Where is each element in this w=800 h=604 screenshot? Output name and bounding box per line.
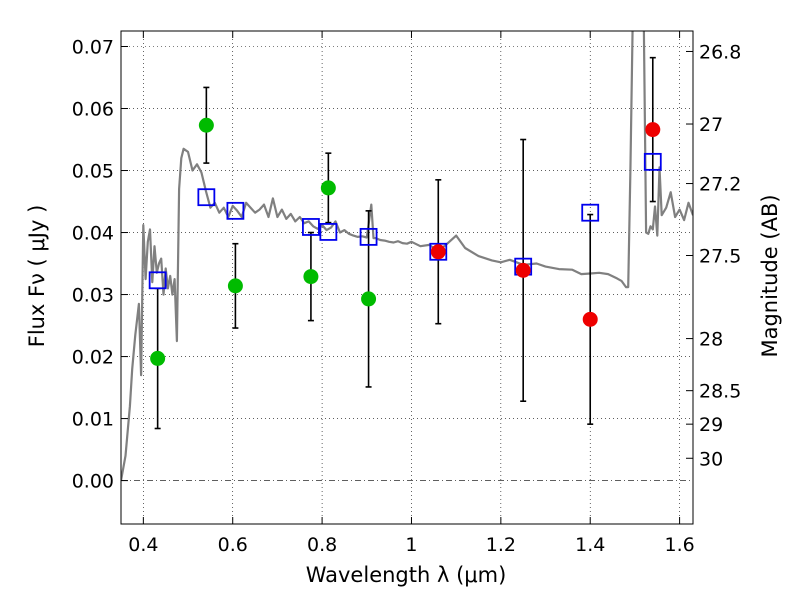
y-tick-label: 0.02 — [72, 347, 114, 369]
mag-tick-label: 28.5 — [699, 381, 741, 403]
model-flux-square — [319, 223, 338, 241]
model-flux-square — [148, 271, 167, 290]
y-tick-label: 0.00 — [72, 471, 114, 493]
y-axis-label: Flux Fν ( μJy ) — [25, 205, 49, 348]
green-data-point — [198, 117, 214, 133]
x-tick-label: 1.2 — [486, 534, 516, 556]
red-data-point — [430, 244, 446, 260]
x-tick-label: 0.8 — [307, 534, 337, 556]
red-data-point — [582, 311, 598, 327]
green-data-point — [361, 291, 377, 307]
x-tick-label: 0.4 — [128, 534, 158, 556]
plot-frame — [120, 30, 694, 525]
model-spectrum-line — [121, 31, 693, 481]
mag-tick-label: 27 — [699, 114, 723, 136]
plot-area — [121, 31, 693, 481]
y-tick-label: 0.06 — [72, 99, 114, 121]
grid-lines — [121, 31, 693, 524]
x-axis-label: Wavelength λ (μm) — [306, 563, 507, 587]
mag-tick-label: 28 — [699, 329, 723, 351]
y-tick-label: 0.03 — [72, 285, 114, 307]
x-tick-label: 1 — [405, 534, 417, 556]
x-tick-label: 0.6 — [218, 534, 248, 556]
mag-tick-label: 27.5 — [699, 245, 741, 267]
green-data-point — [150, 350, 166, 366]
model-flux-square — [302, 218, 320, 236]
x-tick-label: 1.4 — [575, 534, 605, 556]
model-flux-square — [359, 227, 378, 246]
mag-tick-label: 29 — [699, 414, 723, 436]
model-flux-square — [643, 152, 662, 171]
y-tick-label: 0.01 — [72, 409, 114, 431]
axis-ticks: 0.4 0.6 0.8 1 1.2 1.4 1.6 0.00 0.01 0.02 0.03 0.04 0… — [72, 31, 741, 556]
model-flux-square — [226, 201, 245, 220]
x-tick-label: 1.6 — [664, 534, 694, 556]
red-data-point — [515, 262, 531, 278]
green-data-point — [320, 180, 336, 196]
green-data-point — [227, 278, 243, 294]
y-tick-label: 0.07 — [72, 37, 114, 59]
model-flux-square — [581, 203, 600, 222]
model-flux-square — [197, 188, 216, 207]
mag-tick-label: 26.8 — [699, 41, 741, 63]
y-tick-label: 0.05 — [72, 161, 114, 183]
mag-tick-label: 27.2 — [699, 174, 741, 196]
y-tick-label: 0.04 — [72, 223, 114, 245]
red-data-point — [645, 122, 661, 138]
mag-tick-label: 30 — [699, 448, 723, 470]
y2-axis-label: Magnitude (AB) — [758, 194, 782, 357]
green-data-point — [303, 269, 319, 285]
model-flux-square — [429, 242, 448, 261]
